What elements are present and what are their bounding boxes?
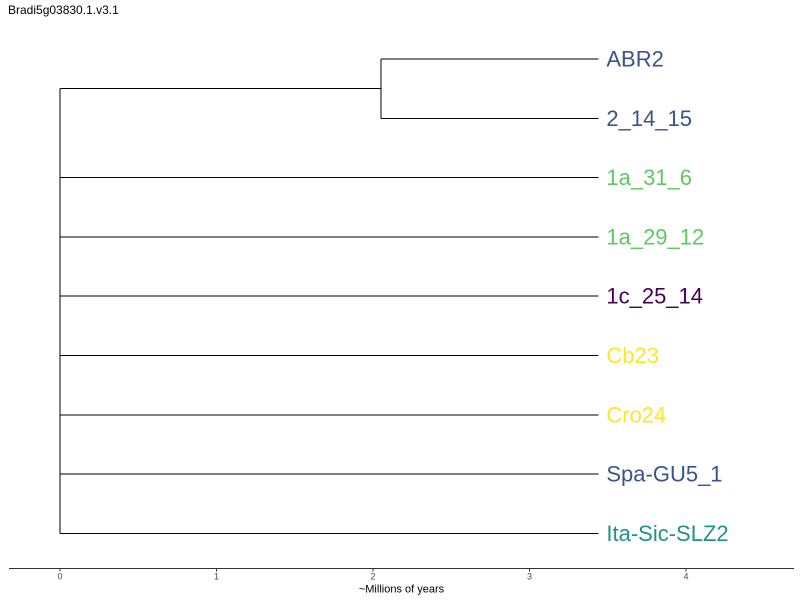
tree-title: Bradi5g03830.1.v3.1 bbox=[8, 3, 119, 17]
leaf-label: Cro24 bbox=[606, 402, 666, 427]
x-tick-label: 3 bbox=[527, 572, 532, 582]
leaf-label: Cb23 bbox=[606, 343, 659, 368]
leaf-labels: ABR2 2_14_15 1a_31_6 1a_29_12 1c_25_14 Cb23 Cr… bbox=[606, 47, 728, 546]
x-axis: 0 1 2 3 4 ~Millions of years bbox=[9, 568, 794, 596]
x-tick-label: 2 bbox=[370, 572, 375, 582]
leaf-label: Spa-GU5_1 bbox=[606, 462, 722, 487]
x-axis-title: ~Millions of years bbox=[359, 584, 445, 596]
leaf-label: 1a_31_6 bbox=[606, 165, 692, 190]
tree-branches bbox=[59, 58, 599, 534]
x-tick-label: 4 bbox=[683, 572, 688, 582]
x-tick-label: 0 bbox=[57, 572, 62, 582]
leaf-label: ABR2 bbox=[606, 47, 663, 72]
leaf-label: 2_14_15 bbox=[606, 106, 692, 131]
leaf-label: 1c_25_14 bbox=[606, 284, 703, 309]
leaf-label: Ita-Sic-SLZ2 bbox=[606, 521, 728, 546]
leaf-label: 1a_29_12 bbox=[606, 224, 704, 249]
x-tick-label: 1 bbox=[214, 572, 219, 582]
